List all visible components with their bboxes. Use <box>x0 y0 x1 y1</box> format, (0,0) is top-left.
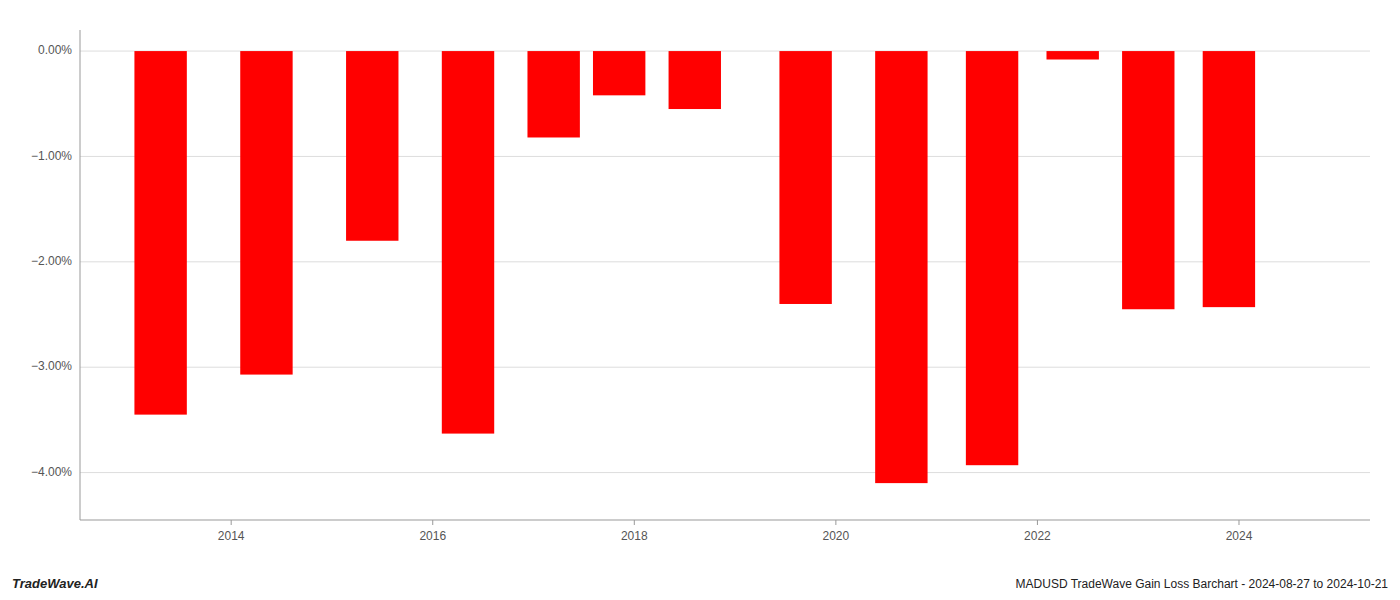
x-tick-label: 2018 <box>621 529 648 543</box>
background <box>0 0 1400 600</box>
grid-line <box>80 472 1370 473</box>
bar <box>1203 51 1255 307</box>
y-tick-label: −3.00% <box>31 359 72 373</box>
footer-right: MADUSD TradeWave Gain Loss Barchart - 20… <box>1016 577 1389 591</box>
bar <box>527 51 579 137</box>
y-tick-label: 0.00% <box>38 43 72 57</box>
x-tick <box>231 520 232 525</box>
bar <box>779 51 831 304</box>
x-tick <box>1238 520 1239 525</box>
bar <box>875 51 927 483</box>
bar <box>966 51 1018 465</box>
bar <box>442 51 494 434</box>
bar <box>1046 51 1098 59</box>
bars <box>134 51 1255 483</box>
bar <box>346 51 398 241</box>
y-tick-label: −1.00% <box>31 149 72 163</box>
bar <box>669 51 721 109</box>
bar <box>1122 51 1174 309</box>
footer-left: TradeWave.AI <box>12 576 98 591</box>
x-axis-line <box>80 520 1370 521</box>
bar <box>134 51 186 415</box>
x-tick <box>1037 520 1038 525</box>
x-tick-label: 2014 <box>218 529 245 543</box>
x-tick <box>835 520 836 525</box>
y-tick-label: −4.00% <box>31 465 72 479</box>
chart: 0.00% −1.00% −2.00% −3.00% −4.00% 2014 2016 201… <box>0 0 1400 600</box>
x-tick-label: 2016 <box>419 529 446 543</box>
bar <box>240 51 292 375</box>
y-tick-label: −2.00% <box>31 254 72 268</box>
x-tick <box>634 520 635 525</box>
x-tick <box>432 520 433 525</box>
bar <box>593 51 645 95</box>
y-axis-line <box>80 30 81 520</box>
x-tick-label: 2024 <box>1226 529 1253 543</box>
x-tick-label: 2020 <box>823 529 850 543</box>
x-tick-label: 2022 <box>1024 529 1051 543</box>
grid <box>80 51 1370 473</box>
